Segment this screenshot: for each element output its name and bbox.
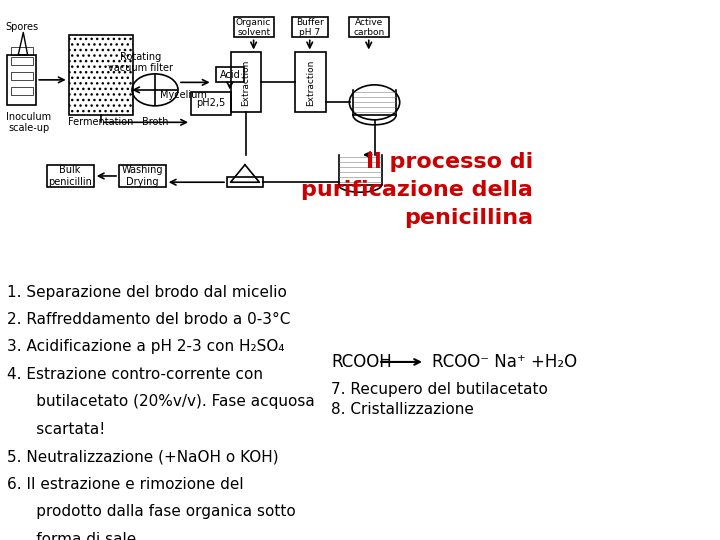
Text: 4. Estrazione contro-corrente con: 4. Estrazione contro-corrente con xyxy=(7,367,264,382)
Text: 2. Raffreddamento del brodo a 0-3°C: 2. Raffreddamento del brodo a 0-3°C xyxy=(7,312,291,327)
Bar xyxy=(11,72,32,80)
Bar xyxy=(68,35,133,115)
Text: scartata!: scartata! xyxy=(7,422,106,437)
Text: Buffer
pH 7: Buffer pH 7 xyxy=(296,18,323,37)
Text: Mycelium: Mycelium xyxy=(161,90,207,100)
Bar xyxy=(234,17,274,37)
Bar xyxy=(349,17,389,37)
Bar xyxy=(11,87,32,95)
Bar xyxy=(47,165,94,187)
Text: 1. Separazione del brodo dal micelio: 1. Separazione del brodo dal micelio xyxy=(7,285,287,300)
Text: Extraction: Extraction xyxy=(306,59,315,105)
Bar xyxy=(7,55,36,105)
Bar xyxy=(216,68,243,83)
Text: Spores: Spores xyxy=(5,23,38,32)
Bar xyxy=(230,52,261,112)
Text: RCOOH: RCOOH xyxy=(331,353,392,371)
Text: Rotating
vacuum filter: Rotating vacuum filter xyxy=(108,52,173,73)
Text: Extraction: Extraction xyxy=(241,59,250,105)
Bar xyxy=(227,177,263,187)
Text: 3. Acidificazione a pH 2-3 con H₂SO₄: 3. Acidificazione a pH 2-3 con H₂SO₄ xyxy=(7,340,285,354)
Bar xyxy=(295,52,325,112)
Text: prodotto dalla fase organica sotto: prodotto dalla fase organica sotto xyxy=(7,504,296,519)
Text: 8. Cristallizzazione: 8. Cristallizzazione xyxy=(331,402,474,417)
Bar xyxy=(353,103,396,120)
Text: RCOO⁻ Na⁺ +H₂O: RCOO⁻ Na⁺ +H₂O xyxy=(432,353,577,371)
Text: 6. II estrazione e rimozione del: 6. II estrazione e rimozione del xyxy=(7,477,244,492)
Text: Washing
Drying: Washing Drying xyxy=(121,165,163,187)
Text: Acid: Acid xyxy=(220,70,240,80)
Text: Fermentation: Fermentation xyxy=(68,117,134,127)
Text: pH2,5: pH2,5 xyxy=(196,98,225,109)
Text: 7. Recupero del butilacetato: 7. Recupero del butilacetato xyxy=(331,382,548,397)
Text: Bulk
penicillin: Bulk penicillin xyxy=(48,165,92,187)
Text: Broth: Broth xyxy=(142,117,168,127)
Bar xyxy=(292,17,328,37)
Text: butilacetato (20%v/v). Fase acquosa: butilacetato (20%v/v). Fase acquosa xyxy=(7,394,315,409)
Bar xyxy=(11,57,32,65)
Bar xyxy=(119,165,166,187)
Text: Inoculum
scale-up: Inoculum scale-up xyxy=(6,112,52,133)
Text: 5. Neutralizzazione (+NaOH o KOH): 5. Neutralizzazione (+NaOH o KOH) xyxy=(7,449,279,464)
Text: Il processo di
purificazione della
penicillina: Il processo di purificazione della penic… xyxy=(301,152,533,228)
Bar xyxy=(191,92,230,115)
Text: Organic
solvent: Organic solvent xyxy=(236,18,271,37)
Bar xyxy=(11,48,32,55)
Text: Active
carbon: Active carbon xyxy=(353,18,384,37)
Text: forma di sale: forma di sale xyxy=(7,532,137,540)
